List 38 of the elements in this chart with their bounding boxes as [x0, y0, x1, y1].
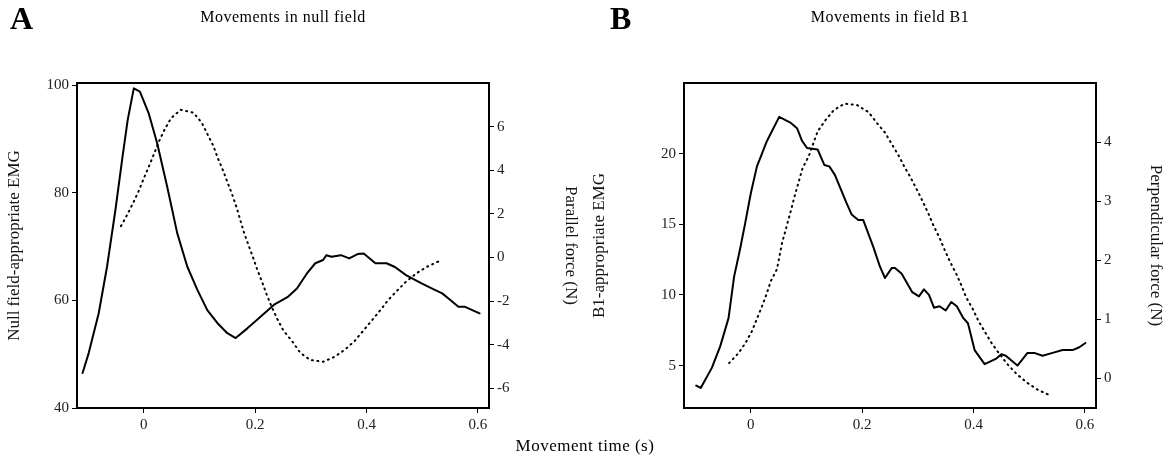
y-tick-label: 10 [661, 285, 676, 302]
y2-axis-title: Perpendicular force (N) [1147, 164, 1167, 327]
y2-tick-label: 3 [1104, 192, 1112, 209]
y2-tick-label: 4 [1104, 133, 1112, 150]
chart-title: Movements in field B1 [810, 8, 970, 26]
x-axis-title: Movement time (s) [515, 436, 655, 456]
y2-tick-label: -2 [497, 292, 510, 309]
x-tick-label: 0.6 [468, 415, 488, 432]
y-tick-label: 15 [661, 215, 676, 232]
y-axis-title: Null field-appropriate EMG [3, 150, 23, 341]
y-tick-label: 20 [661, 144, 676, 161]
y2-tick-label: 2 [497, 204, 505, 221]
x-tick-label: 0.6 [1075, 415, 1095, 432]
x-tick-label: 0 [140, 415, 148, 432]
text: B [610, 0, 632, 37]
y2-tick-label: -6 [497, 379, 510, 396]
y-tick-label: 80 [54, 183, 69, 200]
x-tick-label: 0.2 [245, 415, 265, 432]
line-series [119, 108, 441, 363]
y-tick-label: 60 [54, 291, 69, 308]
x-tick-label: 0.4 [964, 415, 984, 432]
text: A [10, 0, 34, 37]
x-tick-label: 0 [747, 415, 755, 432]
y-tick-label: 5 [668, 356, 676, 373]
y-tick-label: 40 [54, 398, 69, 415]
chart-title: Movements in null field [200, 8, 366, 26]
y2-tick-label: 1 [1104, 310, 1112, 327]
x-tick-label: 0.2 [852, 415, 872, 432]
x-tick-label: 0.4 [357, 415, 377, 432]
y2-tick-label: 0 [1104, 369, 1112, 386]
y-axis-title: B1-appropriate EMG [588, 173, 608, 318]
y2-tick-label: 6 [497, 117, 505, 134]
y2-tick-label: -4 [497, 335, 510, 352]
y2-tick-label: 4 [497, 161, 505, 178]
y2-tick-label: 0 [497, 248, 505, 265]
y-tick-label: 100 [46, 76, 69, 93]
y2-tick-label: 2 [1104, 251, 1112, 268]
y2-axis-title: Parallel force (N) [562, 186, 582, 305]
